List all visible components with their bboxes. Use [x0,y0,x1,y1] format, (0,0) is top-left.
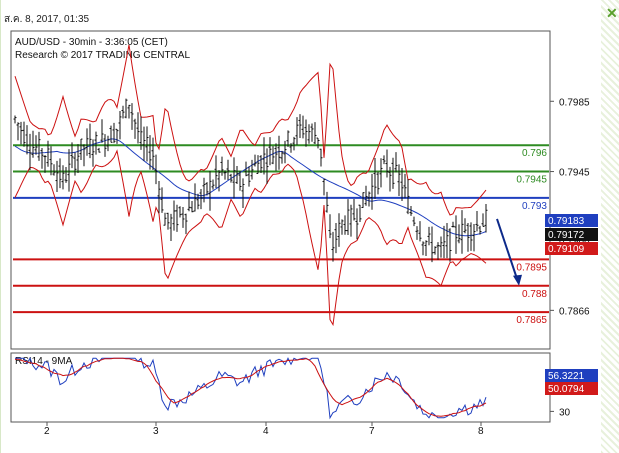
price-tag-label: 0.79172 [548,230,585,241]
price-tag-label: 0.79109 [548,244,585,255]
rsi-tag-label: 56.3221 [548,371,585,382]
forecast-arrowhead [513,274,522,286]
x-tick-label: 3 [153,426,159,437]
price-tag [545,228,598,241]
levels-layer: 0.796 0.7945 0.793 0.7895 0.788 0.7865 [13,144,549,326]
price-tags: 0.79183 0.79172 0.79109 [545,214,598,255]
rsi-layer: 30 56.3221 50.0794 [14,357,598,420]
candles-layer [13,98,488,263]
level-label: 0.7895 [516,262,547,273]
x-tick-label: 2 [44,426,50,437]
date-stamp: ส.ค. 8, 2017, 01:35 [4,14,90,25]
x-tick-label: 7 [369,426,375,437]
x-tick-label: 4 [263,426,269,437]
x-tick-label: 8 [478,426,484,437]
rsi-tick-label: 30 [559,407,571,418]
forecast-arrow [496,218,519,283]
rsi-line [15,357,487,420]
top-bar: ส.ค. 8, 2017, 01:35 [1,0,601,28]
bollinger-bands [14,44,522,327]
level-label: 0.796 [522,148,547,159]
bollinger-lower [14,149,487,327]
scroll-gutter [601,0,619,453]
y-tick-label: 0.7866 [559,306,590,317]
price-tag [545,214,598,227]
y-tick-label: 0.7906 [559,236,590,247]
rsi-ma-line [14,357,487,417]
level-label: 0.788 [522,289,547,300]
price-tag-label: 0.79183 [548,216,585,227]
chart-subtitle: Research © 2017 TRADING CENTRAL [15,50,190,61]
rsi-tag-label: 50.0794 [548,384,585,395]
level-label: 0.7945 [516,175,547,186]
price-tag [545,242,598,255]
bollinger-upper [14,44,487,216]
y-tick-label: 0.7985 [559,97,590,108]
rsi-panel [10,352,551,423]
chart-title: AUD/USD - 30min - 3:36:05 (CET) [15,37,168,48]
level-label: 0.7865 [516,315,547,326]
price-chart: AUD/USD - 30min - 3:36:05 (CET) Research… [10,30,598,437]
y-axis: 0.7985 0.7945 0.7906 0.7866 [550,97,590,317]
close-icon[interactable]: ✕ [606,5,618,21]
rsi-title: RSI14 - 9MA [15,356,73,367]
level-label: 0.793 [522,201,547,212]
x-axis: 2 3 4 7 8 [44,422,484,437]
rsi-tag [545,382,598,395]
y-tick-label: 0.7945 [559,168,590,179]
price-panel [10,30,551,350]
rsi-tag [545,369,598,382]
